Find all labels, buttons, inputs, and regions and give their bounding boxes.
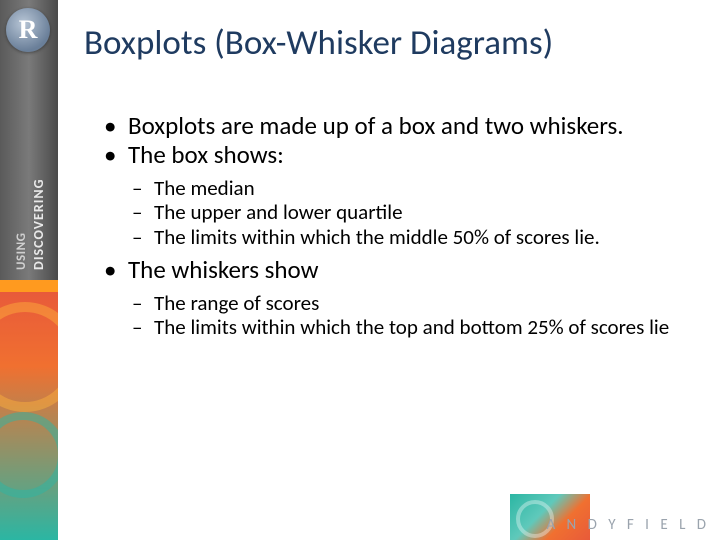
corner-area: A N D Y F I E L D [510,490,720,540]
bullet-l2: The limits within which the middle 50% o… [128,225,682,250]
sidebar: DISCOVERING USING R [0,0,58,540]
level1-list-b: The whiskers show [102,256,682,285]
bullet-l2: The range of scores [128,291,682,316]
sidebar-art [0,292,58,540]
bullet-l2: The median [128,176,682,201]
slide-title: Boxplots (Box-Whisker Diagrams) [84,22,684,64]
bullet-l2: The limits within which the top and bott… [128,315,682,340]
bullet-l2: The upper and lower quartile [128,200,682,225]
bullet-l1: The box shows: [102,141,682,170]
spine-using-label: USING [14,233,29,270]
level2-list-box: The median The upper and lower quartile … [128,176,682,250]
level1-list-a: Boxplots are made up of a box and two wh… [102,112,682,170]
author-label: A N D Y F I E L D [546,516,710,534]
bullet-l1: Boxplots are made up of a box and two wh… [102,112,682,141]
spine-discovering-label: DISCOVERING [30,178,47,270]
r-logo-icon: R [6,8,50,52]
slide: DISCOVERING USING R Boxplots (Box-Whiske… [0,0,720,540]
level2-list-whiskers: The range of scores The limits within wh… [128,291,682,341]
bullet-l1: The whiskers show [102,256,682,285]
content-area: Boxplots (Box-Whisker Diagrams) Boxplots… [78,0,698,540]
orange-band [0,280,58,292]
body-text: Boxplots are made up of a box and two wh… [102,112,682,346]
